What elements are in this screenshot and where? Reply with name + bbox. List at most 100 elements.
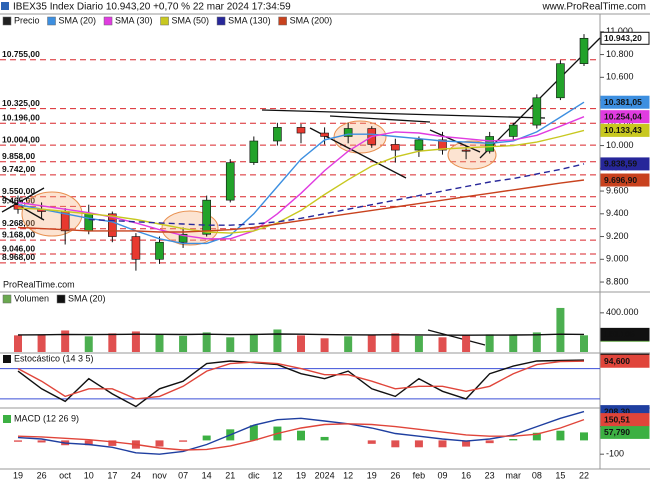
bar [485, 440, 494, 444]
y-tick-label: 400.000 [606, 307, 639, 317]
bar [367, 440, 376, 444]
bar [438, 337, 447, 352]
bar [580, 335, 588, 352]
bar [509, 439, 518, 441]
bar [14, 440, 22, 442]
x-tick-label: 12 [343, 470, 353, 480]
x-tick-label: 14 [202, 470, 212, 480]
value-box-label: 10.943,20 [604, 33, 642, 43]
y-tick-label: 9.400 [606, 208, 629, 218]
bar [438, 440, 447, 448]
value-box [600, 173, 650, 187]
x-tick-label: 22 [579, 470, 589, 480]
bar [391, 440, 400, 448]
candle-body [320, 132, 329, 137]
bar [14, 335, 22, 352]
bar [556, 430, 565, 441]
level-label: 9.858,00 [2, 151, 35, 161]
legend-swatch [103, 16, 113, 26]
x-tick-label: feb [413, 470, 426, 480]
bar [485, 334, 494, 352]
series-line [17, 179, 585, 233]
trend-line [427, 329, 486, 346]
x-tick-label: 16 [461, 470, 471, 480]
bar [155, 440, 164, 447]
level-label: 10.325,00 [2, 98, 40, 108]
candle-body [532, 97, 542, 126]
trend-line [261, 109, 546, 119]
legend-label: SMA (50) [172, 15, 210, 25]
x-tick-label: 19 [367, 470, 377, 480]
x-tick-label: 07 [178, 470, 188, 480]
x-tick-label: 15 [555, 470, 565, 480]
bar [155, 334, 164, 352]
bar [179, 440, 188, 442]
bar [37, 440, 46, 443]
legend-label: SMA (20) [59, 15, 97, 25]
candle-body [556, 63, 565, 99]
value-box-label: 94,600 [604, 356, 630, 366]
level-label: 10.196,00 [2, 113, 40, 123]
legend-swatch [47, 16, 56, 26]
legend-swatch [3, 415, 11, 423]
series-line [17, 410, 585, 455]
legend-swatch [2, 294, 12, 304]
trend-line [1, 187, 45, 213]
panel-title: MACD (12 26 9) [14, 413, 79, 423]
x-tick-label: oct [59, 470, 72, 480]
level-label: 10.755,00 [2, 49, 40, 59]
level-label: 9.465,00 [2, 196, 35, 206]
level-label: 9.550,00 [2, 186, 35, 196]
y-tick-label: 8.800 [606, 276, 629, 286]
series-line [17, 333, 585, 336]
x-tick-label: 09 [437, 470, 447, 480]
bar [320, 436, 329, 441]
value-box-label: 150,51 [604, 414, 630, 424]
bar [580, 432, 588, 441]
candle-body [391, 144, 400, 151]
y-tick-label: 9.600 [606, 185, 629, 195]
value-box [600, 110, 650, 124]
candle-body [438, 139, 447, 151]
bar [84, 440, 93, 446]
value-box-label: 57,790 [604, 427, 630, 437]
bar [367, 334, 376, 352]
bar [84, 336, 93, 352]
bar [509, 334, 518, 352]
y-tick-label: 9.200 [606, 231, 629, 241]
x-tick-label: 26 [37, 470, 47, 480]
x-tick-label: 24 [131, 470, 141, 480]
x-tick-label: 10 [84, 470, 94, 480]
series-line [17, 418, 585, 451]
legend-label: Volumen [14, 293, 49, 303]
bar [202, 435, 211, 441]
candle-body [249, 140, 259, 163]
y-tick-label: 9.000 [606, 254, 629, 264]
candle-body [84, 213, 94, 232]
value-box [600, 95, 650, 109]
level-layer: 10.755,00 10.325,00 10.196,00 10.004,00 9.85… [0, 49, 600, 400]
value-box [600, 123, 650, 137]
legend-label: SMA (200) [290, 15, 333, 25]
bar [297, 430, 305, 441]
level-label: 9.046,00 [2, 243, 35, 253]
bar [108, 333, 117, 352]
series-line [17, 116, 585, 240]
candle-body [273, 127, 282, 142]
legend-swatch [56, 294, 66, 304]
candle-body [108, 213, 117, 237]
app-icon [1, 2, 9, 10]
y-tick-label: 10.600 [606, 72, 634, 82]
bar [532, 432, 541, 441]
value-box-label: 9.838,59 [604, 159, 637, 169]
candle-body [296, 127, 306, 134]
candle-body [202, 199, 211, 235]
bar [249, 333, 258, 352]
x-tick-label: 21 [225, 470, 235, 480]
mark-layer [13, 31, 604, 455]
series-line [17, 101, 585, 245]
candle-body [131, 236, 141, 260]
value-box [600, 354, 650, 368]
x-tick-label: 2024 [315, 470, 335, 480]
